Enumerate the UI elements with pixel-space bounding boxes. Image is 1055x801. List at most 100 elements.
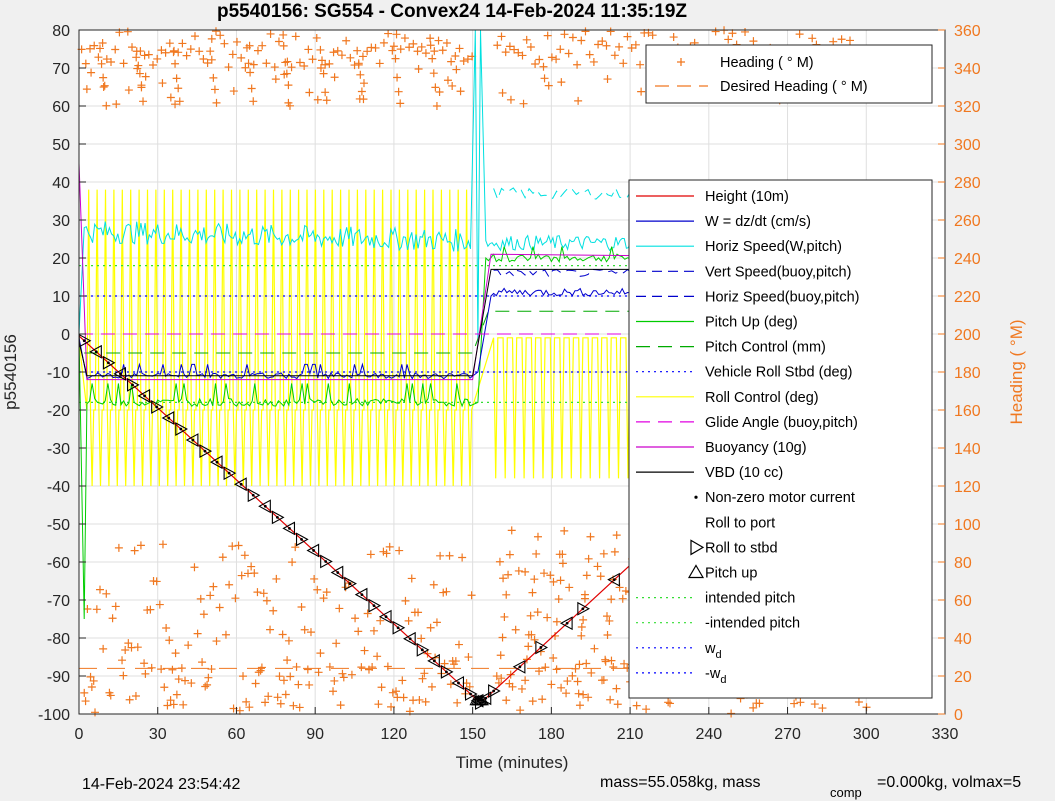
heading-point — [423, 649, 432, 658]
heading-point — [549, 577, 558, 586]
heading-point — [495, 557, 504, 566]
motor-current-dot — [396, 626, 400, 630]
legend-entry-label: Height (10m) — [705, 189, 789, 205]
motor-current-dot — [457, 681, 460, 685]
heading-point — [212, 98, 221, 107]
legend-symbol — [694, 495, 698, 499]
heading-point — [287, 63, 296, 72]
y2-tick-label: 120 — [954, 479, 981, 496]
heading-point — [135, 69, 144, 78]
heading-point — [313, 95, 322, 104]
y2-tick-label: 100 — [954, 517, 981, 534]
legend-entry-label: Pitch Up (deg) — [705, 315, 798, 331]
heading-point — [98, 39, 107, 48]
motor-current-dot — [360, 593, 364, 597]
heading-point — [99, 83, 108, 92]
heading-point — [547, 53, 556, 62]
heading-point — [398, 676, 407, 685]
heading-point — [558, 550, 567, 559]
heading-point — [325, 662, 334, 671]
heading-point — [391, 54, 400, 63]
roll-stbd-marker — [247, 488, 261, 503]
heading-point — [333, 46, 342, 55]
y2-tick-label: 280 — [954, 175, 981, 192]
heading-point — [204, 673, 213, 682]
heading-point — [607, 595, 616, 604]
heading-point — [182, 51, 191, 60]
heading-point — [511, 625, 520, 634]
y2-tick-label: 220 — [954, 289, 981, 306]
heading-point — [206, 591, 215, 600]
heading-point — [518, 51, 527, 60]
heading-point — [637, 87, 646, 96]
heading-point — [306, 628, 315, 637]
heading-point — [568, 671, 577, 680]
legend-heading-symbol — [677, 58, 685, 66]
heading-point — [234, 541, 243, 550]
heading-point — [564, 49, 573, 58]
heading-point — [207, 34, 216, 43]
y2-axis-label: Heading ( °M) — [1007, 319, 1026, 424]
legend-main: Height (10m) W = dz/dt (cm/s) Horiz Speed(… — [628, 179, 933, 699]
heading-point — [297, 602, 306, 611]
heading-point — [749, 703, 758, 712]
roll-stbd-marker — [151, 400, 164, 414]
heading-point — [497, 674, 506, 683]
heading-point — [332, 639, 341, 648]
heading-point — [508, 682, 517, 691]
heading-point — [316, 45, 325, 54]
heading-point — [262, 59, 271, 68]
motor-current-dot — [581, 607, 585, 611]
heading-point — [228, 50, 237, 59]
heading-point — [521, 676, 530, 685]
heading-point — [447, 57, 456, 66]
footer-timestamp: 14-Feb-2024 23:54:42 — [82, 776, 240, 793]
heading-point — [615, 42, 624, 51]
heading-point — [125, 695, 134, 704]
heading-point — [385, 542, 394, 551]
heading-point — [279, 676, 288, 685]
heading-point — [363, 47, 372, 56]
heading-point — [215, 603, 224, 612]
heading-point — [502, 696, 511, 705]
heading-point — [846, 36, 855, 45]
heading-point — [304, 45, 313, 54]
heading-point — [346, 53, 355, 62]
heading-point — [181, 676, 190, 685]
heading-point — [451, 52, 460, 61]
heading-point — [119, 59, 128, 68]
legend-entry-label: intended pitch — [705, 591, 795, 607]
heading-point — [415, 695, 424, 704]
heading-point — [108, 614, 117, 623]
heading-point — [540, 74, 549, 83]
heading-point — [582, 571, 591, 580]
heading-point — [353, 46, 362, 55]
y-tick-label: 70 — [52, 61, 70, 78]
y-tick-label: -90 — [47, 669, 70, 686]
heading-point — [379, 38, 388, 47]
heading-point — [556, 45, 565, 54]
heading-point — [196, 594, 205, 603]
heading-point — [281, 58, 290, 67]
heading-point — [276, 699, 285, 708]
roll-port-marker — [403, 631, 416, 646]
heading-point — [522, 655, 531, 664]
motor-current-dot — [384, 615, 388, 619]
roll-port-marker — [427, 653, 440, 668]
heading-point — [152, 577, 161, 586]
y-tick-label: 0 — [61, 327, 70, 344]
heading-point — [231, 594, 240, 603]
motor-current-dot — [420, 648, 424, 652]
heading-point — [612, 531, 621, 540]
y-tick-label: 30 — [52, 213, 70, 230]
heading-point — [242, 697, 251, 706]
motor-current-dot — [288, 526, 291, 530]
heading-point — [356, 70, 365, 79]
heading-point — [172, 690, 181, 699]
series-line — [78, 268, 867, 377]
heading-point — [530, 575, 539, 584]
y-tick-label: 60 — [52, 99, 70, 116]
roll-stbd-marker — [440, 664, 454, 679]
motor-current-dot — [324, 560, 328, 563]
heading-point — [249, 60, 258, 69]
